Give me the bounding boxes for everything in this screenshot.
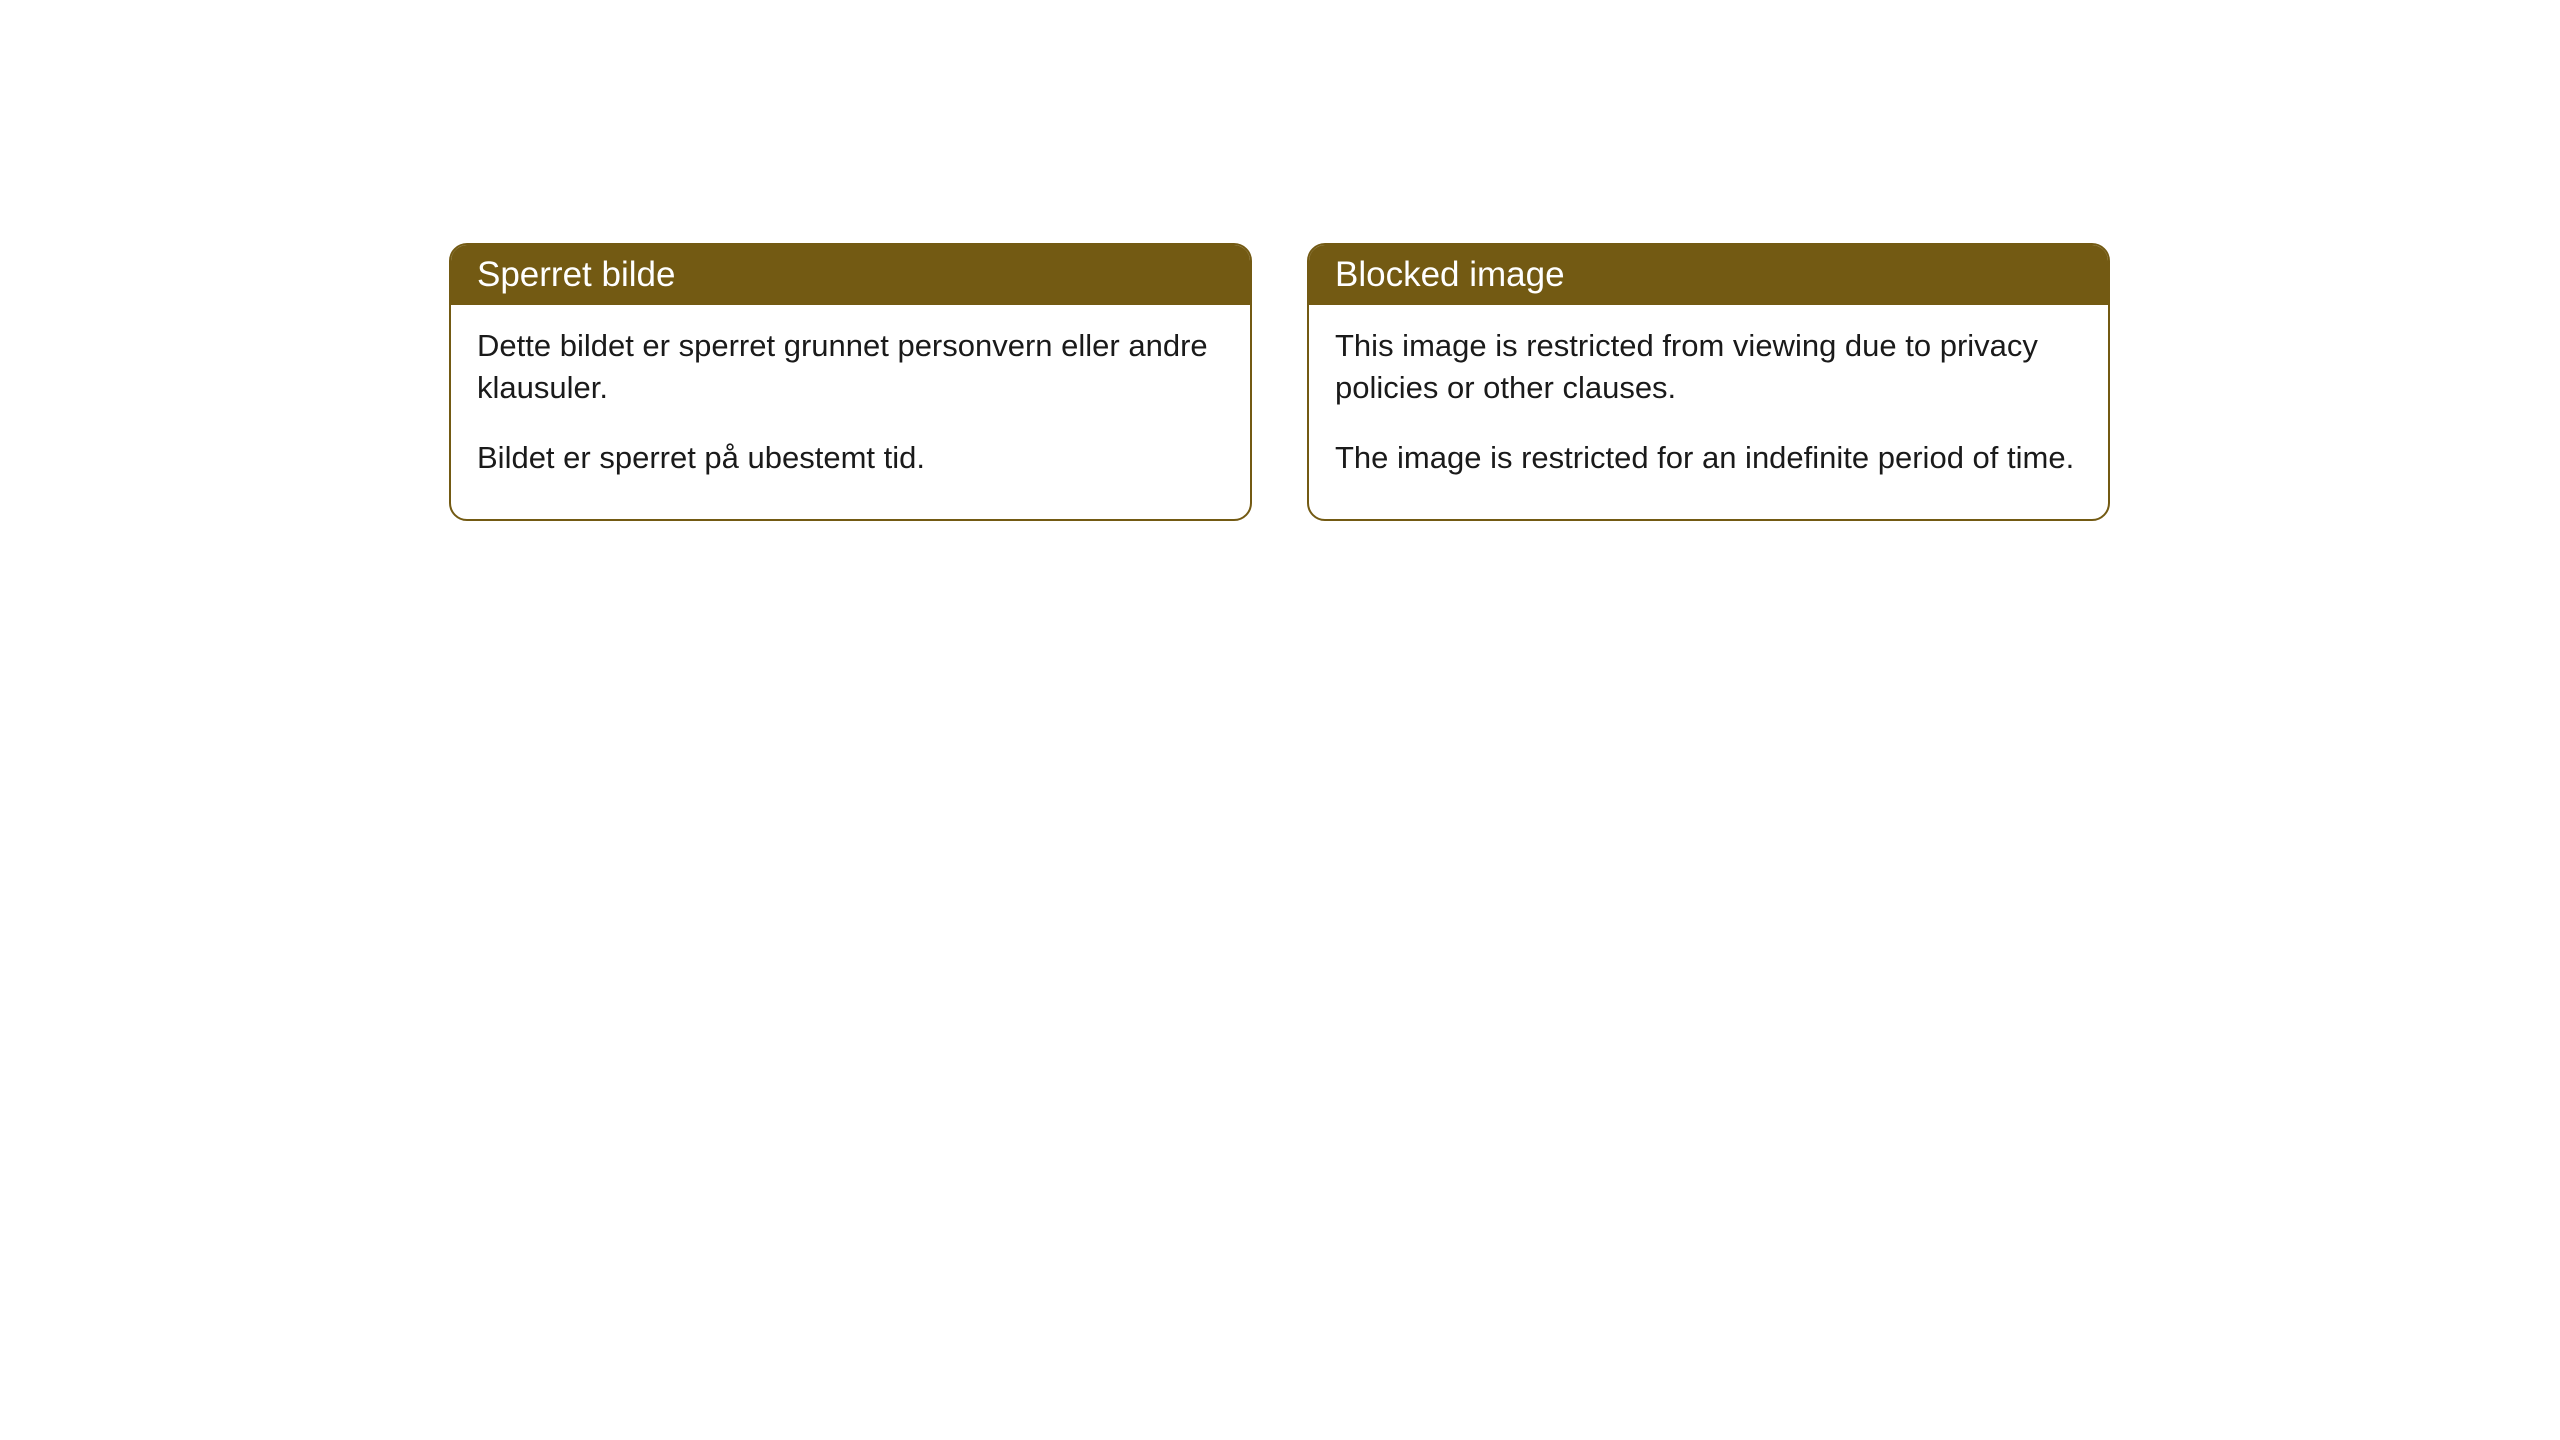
card-paragraph-2: The image is restricted for an indefinit…	[1335, 437, 2082, 479]
blocked-image-card-english: Blocked image This image is restricted f…	[1307, 243, 2110, 521]
card-header-norwegian: Sperret bilde	[451, 245, 1250, 305]
card-body-norwegian: Dette bildet er sperret grunnet personve…	[451, 305, 1250, 519]
cards-container: Sperret bilde Dette bildet er sperret gr…	[449, 243, 2110, 521]
blocked-image-card-norwegian: Sperret bilde Dette bildet er sperret gr…	[449, 243, 1252, 521]
card-paragraph-1: This image is restricted from viewing du…	[1335, 325, 2082, 409]
card-paragraph-1: Dette bildet er sperret grunnet personve…	[477, 325, 1224, 409]
card-body-english: This image is restricted from viewing du…	[1309, 305, 2108, 519]
card-title: Sperret bilde	[477, 255, 675, 294]
card-title: Blocked image	[1335, 255, 1565, 294]
card-header-english: Blocked image	[1309, 245, 2108, 305]
card-paragraph-2: Bildet er sperret på ubestemt tid.	[477, 437, 1224, 479]
